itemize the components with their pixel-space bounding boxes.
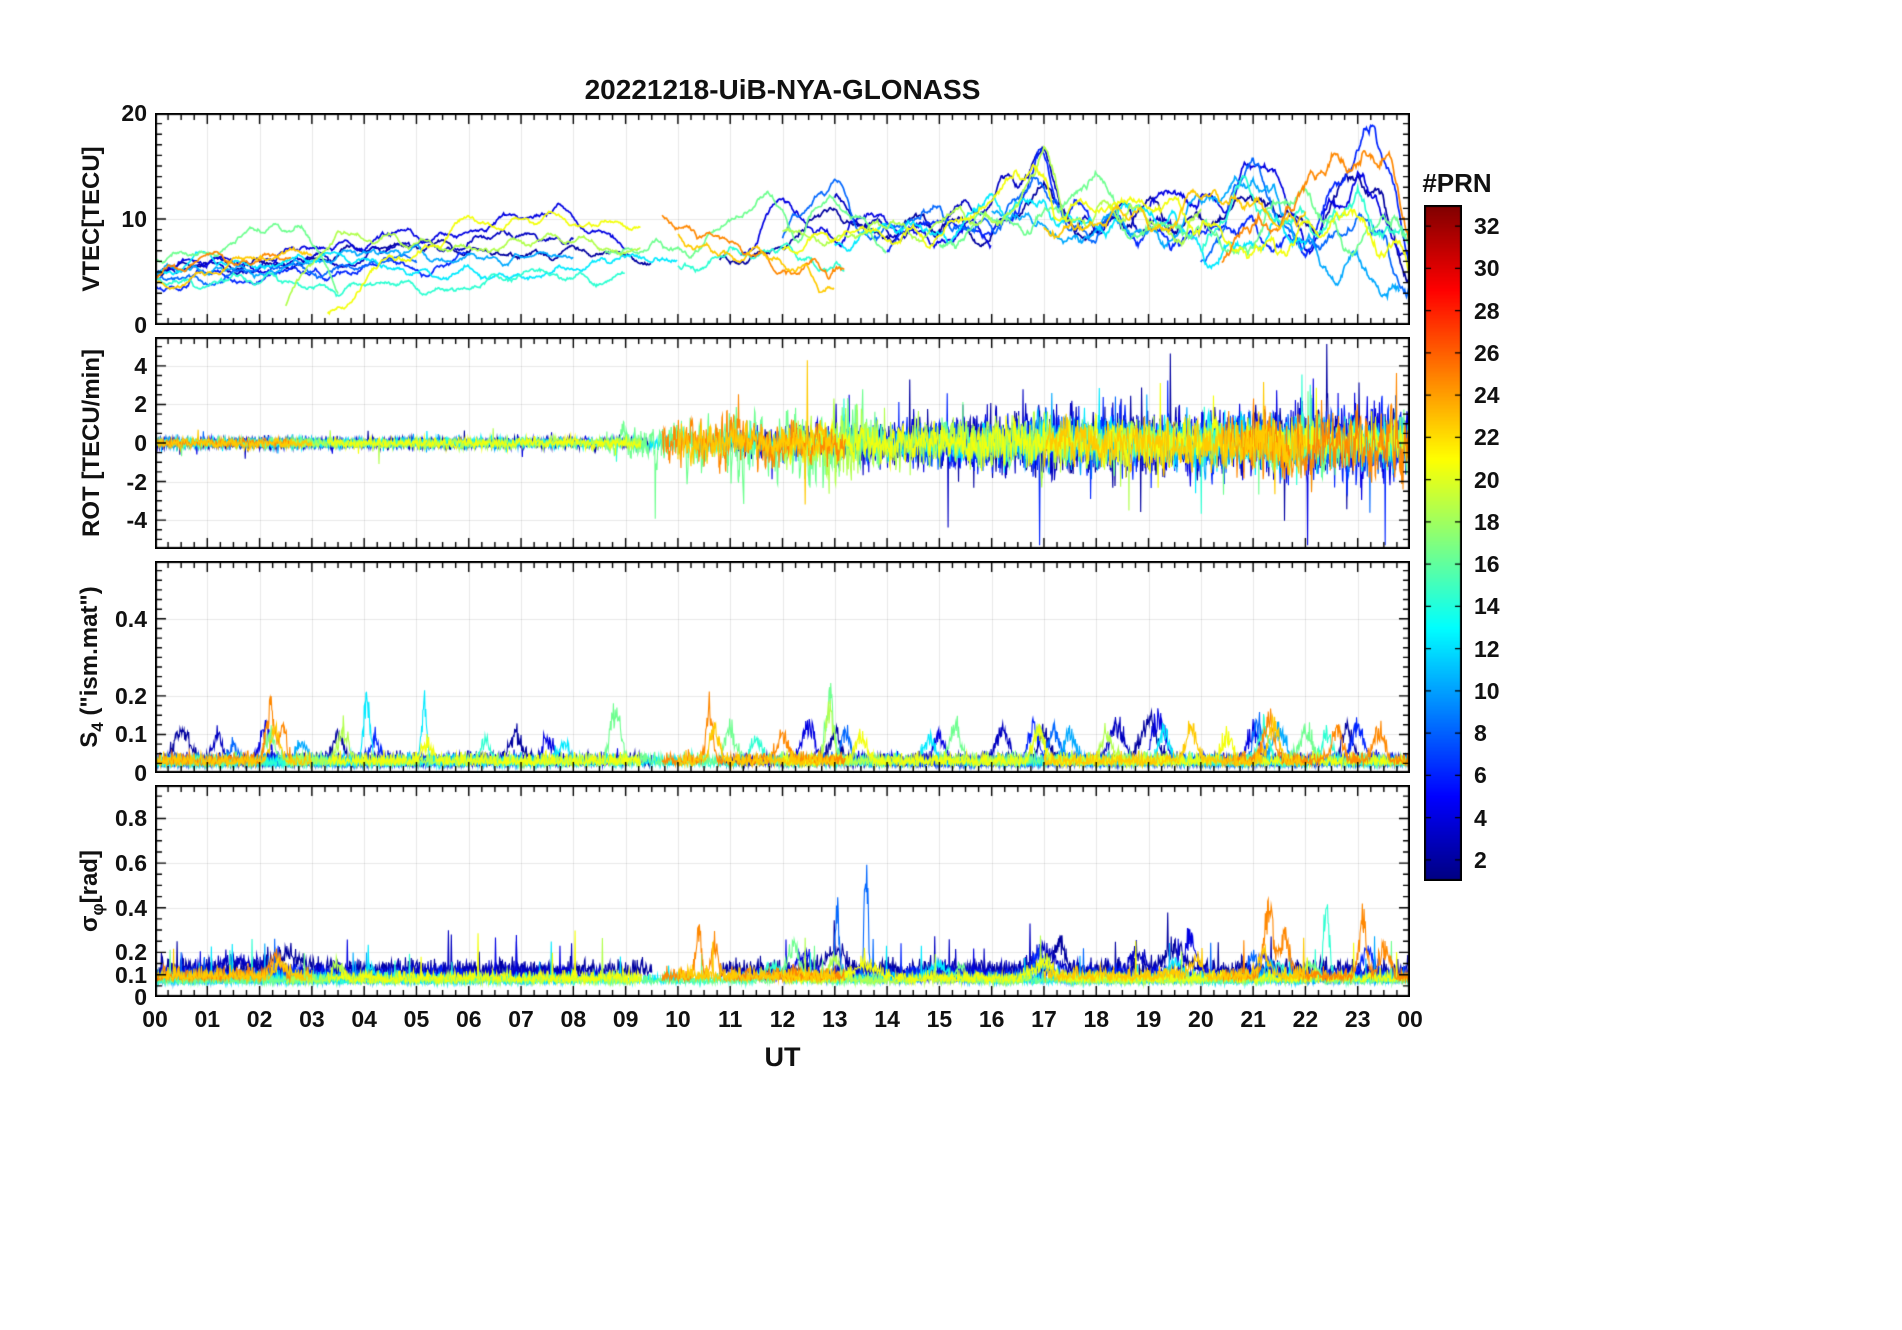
x-tick-label: 21	[1240, 1006, 1266, 1032]
y-tick-label-vtec: 10	[121, 206, 147, 232]
x-tick-label: 04	[351, 1006, 377, 1032]
x-tick-label: 00	[142, 1006, 168, 1032]
colorbar-tick-label: 20	[1474, 466, 1500, 493]
y-tick-label-rot: 0	[134, 430, 147, 456]
x-tick-label: 23	[1344, 1006, 1371, 1032]
x-tick-label: 06	[455, 1006, 482, 1032]
y-tick-label-rot: -2	[126, 468, 147, 495]
x-tick-label: 14	[874, 1006, 900, 1032]
x-tick-label: 07	[508, 1006, 534, 1032]
chart-title: 20221218-UiB-NYA-GLONASS	[584, 74, 981, 105]
x-tick-label: 12	[769, 1006, 796, 1032]
colorbar-tick-label: 28	[1474, 297, 1500, 324]
x-tick-label: 17	[1031, 1006, 1057, 1032]
x-tick-label: 00	[1397, 1006, 1423, 1032]
y-tick-label-vtec: 0	[134, 312, 147, 338]
x-tick-label: 13	[821, 1006, 848, 1032]
x-tick-label: 19	[1135, 1006, 1162, 1032]
colorbar-tick-label: 10	[1474, 677, 1500, 704]
colorbar-tick-label: 8	[1474, 720, 1487, 747]
y-tick-label-s4: 0.4	[115, 605, 147, 632]
y-tick-label-sigma: 0.1	[115, 961, 147, 988]
y-tick-label-s4: 0	[134, 760, 147, 786]
y-tick-label-s4: 0.2	[115, 682, 147, 709]
colorbar-tick-label: 6	[1474, 762, 1487, 789]
x-tick-label: 15	[926, 1006, 953, 1032]
y-tick-label-sigma: 0	[134, 984, 147, 1010]
y-tick-label-sigma: 0.8	[115, 805, 147, 832]
colorbar-tick-label: 2	[1474, 846, 1487, 873]
colorbar-title: #PRN	[1422, 168, 1492, 198]
colorbar-tick-label: 14	[1474, 593, 1500, 620]
x-axis-label: UT	[764, 1042, 801, 1072]
colorbar-tick-label: 18	[1474, 508, 1500, 535]
x-tick-label: 02	[246, 1006, 273, 1032]
colorbar-tick-label: 32	[1474, 213, 1500, 240]
y-tick-label-vtec: 20	[121, 100, 147, 126]
x-tick-label: 18	[1083, 1006, 1110, 1032]
x-tick-label: 08	[560, 1006, 587, 1032]
colorbar-tick-label: 26	[1474, 339, 1500, 366]
colorbar-tick-label: 24	[1474, 382, 1500, 409]
colorbar-tick-label: 30	[1474, 255, 1500, 282]
x-tick-label: 16	[978, 1006, 1005, 1032]
x-tick-label: 01	[194, 1006, 221, 1032]
x-tick-label: 09	[612, 1006, 639, 1032]
y-tick-label-s4: 0.1	[115, 721, 147, 748]
colorbar-tick-label: 16	[1474, 551, 1500, 578]
x-tick-label: 10	[665, 1006, 691, 1032]
panel-rot-canvas	[155, 337, 1410, 549]
panel-sigma-canvas	[155, 785, 1410, 997]
x-tick-label: 05	[403, 1006, 430, 1032]
colorbar-tick-label: 12	[1474, 635, 1500, 662]
y-tick-label-sigma: 0.4	[115, 894, 147, 921]
colorbar-tick-label: 4	[1474, 804, 1487, 831]
x-tick-label: 11	[718, 1006, 743, 1032]
x-tick-label: 03	[299, 1006, 325, 1032]
y-tick-label-rot: 2	[134, 391, 147, 418]
x-tick-label: 20	[1188, 1006, 1214, 1032]
panel-s4-canvas	[155, 561, 1410, 773]
y-tick-label-rot: 4	[134, 352, 147, 379]
y-tick-label-rot: -4	[126, 507, 147, 534]
panel-vtec-canvas	[155, 113, 1410, 325]
colorbar-tick-label: 22	[1474, 424, 1500, 451]
colorbar-canvas	[1424, 205, 1462, 881]
y-tick-label-sigma: 0.2	[115, 939, 147, 966]
x-tick-label: 22	[1292, 1006, 1319, 1032]
y-tick-label-sigma: 0.6	[115, 850, 147, 877]
